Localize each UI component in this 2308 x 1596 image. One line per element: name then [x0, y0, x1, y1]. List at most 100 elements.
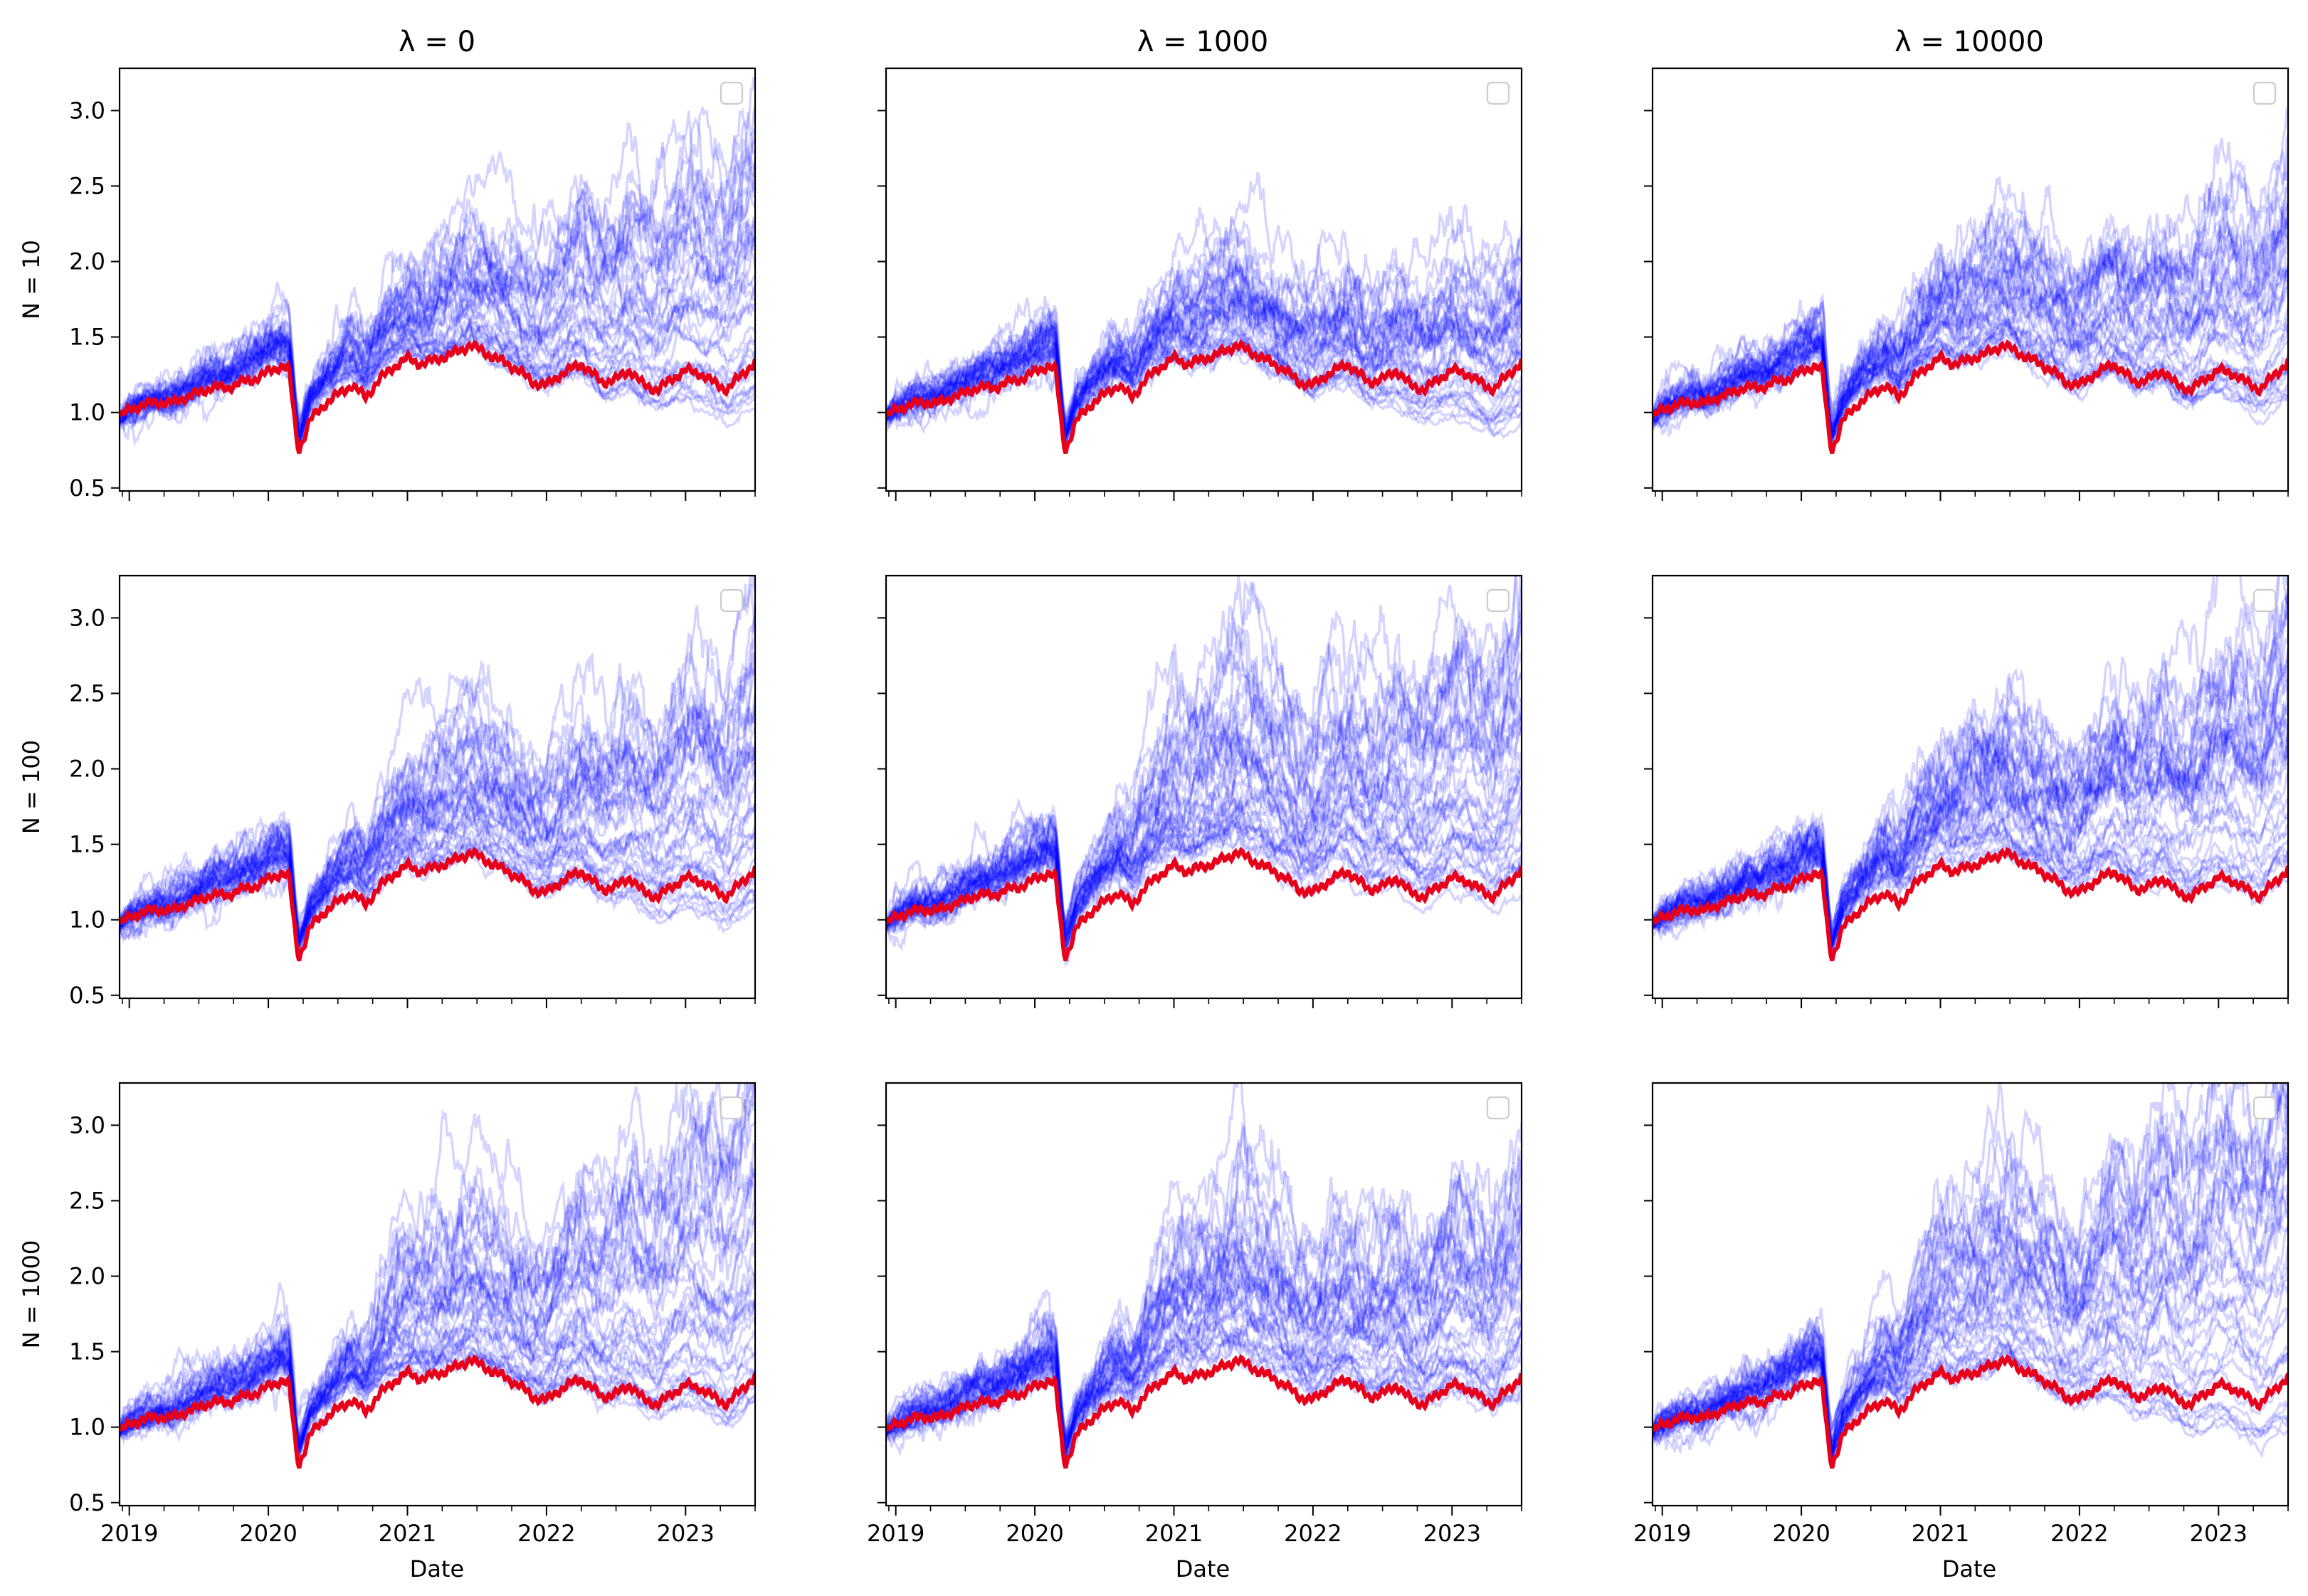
reference-line	[120, 339, 755, 454]
strategy-path	[120, 770, 755, 939]
strategy-path	[120, 1083, 755, 1428]
strategy-path	[1653, 593, 2288, 934]
strategy-path	[1653, 1347, 2288, 1459]
x-tick-label: 2021	[1145, 1520, 1203, 1547]
axes-frame	[885, 1082, 1523, 1507]
strategy-path	[1653, 1264, 2288, 1458]
strategy-path	[886, 288, 1522, 434]
strategy-path	[1653, 1338, 2288, 1453]
strategy-path	[886, 265, 1522, 443]
strategy-path	[886, 616, 1522, 932]
strategy-path	[120, 144, 755, 441]
strategy-path	[120, 842, 755, 948]
legend-box	[2252, 81, 2277, 105]
strategy-path	[120, 1264, 755, 1444]
legend-box	[1486, 1096, 1510, 1120]
x-axis-title-2: Date	[1942, 1555, 1996, 1582]
strategy-path	[120, 703, 755, 947]
reference-line	[120, 1354, 755, 1469]
strategy-path	[1653, 1155, 2288, 1455]
legend-box	[720, 1096, 744, 1120]
strategy-path	[1653, 722, 2288, 938]
strategy-path	[120, 321, 755, 448]
plot-area	[120, 576, 755, 961]
y-tick-label: 2.0	[69, 756, 105, 783]
strategy-path	[886, 712, 1522, 952]
strategy-path	[120, 1242, 755, 1443]
strategy-path	[886, 237, 1522, 429]
y-tick-label: 3.0	[69, 1111, 105, 1138]
strategy-path	[1653, 704, 2288, 931]
axes-frame	[885, 67, 1523, 492]
strategy-path	[886, 675, 1522, 935]
strategy-path	[886, 774, 1522, 939]
strategy-path	[886, 1237, 1522, 1445]
strategy-path	[886, 1083, 1522, 1444]
strategy-path	[1653, 296, 2288, 437]
strategy-path	[1653, 298, 2288, 455]
x-tick-label: 2020	[239, 1520, 297, 1547]
strategy-path	[1653, 1306, 2288, 1460]
strategy-path	[886, 282, 1522, 435]
strategy-path	[886, 265, 1522, 438]
axes-frame	[1651, 1082, 2289, 1507]
strategy-path	[1653, 1083, 2242, 1452]
strategy-path	[1653, 1334, 2288, 1457]
strategy-path	[886, 252, 1522, 427]
strategy-path	[886, 817, 1522, 936]
strategy-path	[120, 685, 755, 938]
strategy-path	[886, 727, 1522, 937]
strategy-path	[1653, 1083, 2288, 1454]
x-tick-label: 2019	[867, 1520, 924, 1547]
strategy-path	[886, 794, 1522, 948]
strategy-path	[886, 340, 1522, 440]
panels-group: 0.5 1.0 1.5 2.0 2.5 3.0 0.5 1.0 1.5 2.0 2.5 3.0 0.5 1…	[69, 67, 2289, 1547]
strategy-path	[1653, 1310, 2288, 1454]
strategy-path	[120, 233, 755, 434]
y-tick-label: 1.0	[69, 1414, 105, 1441]
strategy-path	[120, 1083, 742, 1464]
strategy-path	[1653, 188, 2288, 436]
reference-line	[886, 847, 1522, 961]
strategy-path	[1653, 842, 2288, 952]
strategy-path	[886, 798, 1522, 941]
strategy-path	[886, 1121, 1522, 1439]
strategy-path	[886, 748, 1522, 947]
y-tick-label: 2.5	[69, 680, 105, 707]
panel-r2-c0: 0.5 1.0 1.5 2.0 2.5 3.0 2019 2020 2021 2022 2023	[69, 1082, 757, 1547]
strategy-path	[886, 1321, 1522, 1455]
strategy-path	[886, 334, 1522, 438]
strategy-path	[886, 640, 1522, 931]
strategy-path	[120, 1190, 755, 1445]
strategy-path	[886, 218, 1522, 438]
legend-box	[720, 81, 744, 105]
y-tick-label: 0.5	[69, 1489, 105, 1516]
strategy-path	[120, 707, 755, 940]
strategy-path	[886, 613, 1522, 934]
strategy-path	[1653, 317, 2288, 434]
strategy-path	[120, 718, 755, 937]
strategy-path	[886, 1219, 1522, 1448]
strategy-path	[120, 1083, 754, 1445]
strategy-path	[886, 1155, 1522, 1432]
strategy-path	[886, 1310, 1522, 1439]
strategy-path	[886, 1321, 1522, 1465]
strategy-path	[120, 1210, 755, 1455]
plot-area	[1653, 576, 2288, 961]
strategy-path	[1653, 657, 2288, 955]
strategy-path	[120, 165, 755, 450]
strategy-path	[1653, 771, 2288, 944]
strategy-path	[1653, 808, 2288, 948]
reference-line	[120, 847, 755, 961]
strategy-path	[886, 255, 1522, 442]
strategy-path	[120, 312, 755, 437]
strategy-path	[120, 1142, 755, 1441]
strategy-path	[886, 1287, 1522, 1452]
strategy-path	[120, 157, 755, 426]
strategy-path	[120, 213, 755, 450]
strategy-path	[120, 805, 755, 934]
strategy-path	[120, 1083, 749, 1456]
strategy-path	[1653, 658, 2288, 948]
strategy-path	[1653, 1340, 2288, 1458]
